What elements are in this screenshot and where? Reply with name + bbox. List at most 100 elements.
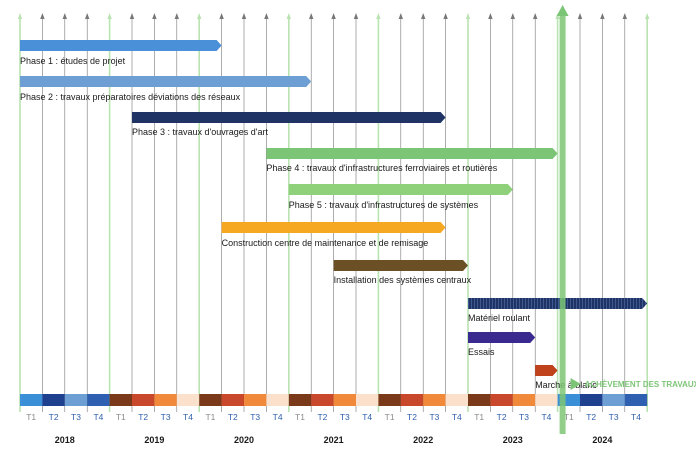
task-label: Matériel roulant	[468, 313, 531, 323]
quarter-label: T4	[183, 412, 193, 422]
quarter-label: T2	[49, 412, 59, 422]
task-label: Phase 3 : travaux d'ouvrages d'art	[132, 127, 269, 137]
quarter-label: T1	[474, 412, 484, 422]
quarter-label: T1	[205, 412, 215, 422]
quarter-segment	[311, 394, 334, 406]
quarter-label: T2	[586, 412, 596, 422]
quarter-label: T4	[452, 412, 462, 422]
milestone-triangle-icon	[570, 378, 581, 390]
task-label: Phase 1 : études de projet	[20, 56, 126, 66]
milestone: ACHÈVEMENT DES TRAVAUX	[556, 5, 696, 434]
quarter-label: T1	[564, 412, 574, 422]
quarter-segment	[333, 394, 356, 406]
grid-arrowhead	[40, 13, 45, 19]
grid-arrowhead	[264, 13, 269, 19]
task-label: Phase 5 : travaux d'infrastructures de s…	[289, 200, 479, 210]
task-bars: Phase 1 : études de projet Phase 2 : trav…	[20, 40, 648, 390]
grid-arrowhead	[219, 13, 224, 19]
task-bar	[132, 112, 446, 123]
quarter-segment	[490, 394, 513, 406]
quarter-label: T3	[519, 412, 529, 422]
grid-arrowhead	[331, 13, 336, 19]
quarter-label: T4	[362, 412, 372, 422]
quarter-segment	[468, 394, 491, 406]
grid-arrowhead	[443, 13, 448, 19]
task-bar	[20, 76, 312, 87]
quarter-segment	[445, 394, 468, 406]
quarter-segment	[154, 394, 177, 406]
quarter-label: T3	[161, 412, 171, 422]
task-label: Construction centre de maintenance et de…	[222, 238, 429, 248]
grid-arrowhead	[488, 13, 493, 19]
grid-arrowhead	[376, 13, 381, 19]
quarter-segment	[244, 394, 267, 406]
task-label: Phase 2 : travaux préparatoires déviatio…	[20, 92, 241, 102]
grid-arrowhead	[465, 13, 471, 19]
task-bar	[20, 40, 222, 51]
task-bar	[468, 332, 536, 343]
quarter-label: T1	[385, 412, 395, 422]
quarter-label: T1	[295, 412, 305, 422]
year-label: 2020	[234, 435, 254, 445]
milestone-label: ACHÈVEMENT DES TRAVAUX	[585, 380, 696, 389]
grid-arrowhead	[107, 13, 112, 19]
quarter-label: T3	[340, 412, 350, 422]
quarter-segment	[64, 394, 88, 406]
quarter-segment	[20, 394, 43, 406]
quarter-segment	[132, 394, 155, 406]
quarter-segment	[535, 394, 558, 406]
quarter-segment	[512, 394, 536, 406]
grid-arrowhead	[533, 13, 538, 19]
grid-arrowhead	[197, 13, 202, 19]
grid-arrowhead	[309, 13, 314, 19]
time-axis: T1 T2 T3 T4 2018 T1 T2 T3 T4 2019 T1 T2 T3 T4 2020 T1 T2…	[20, 394, 648, 445]
quarter-label: T4	[631, 412, 641, 422]
grid-lines	[17, 13, 650, 412]
task-bar	[266, 148, 558, 159]
grid-arrowhead	[286, 13, 291, 19]
year-label: 2024	[592, 435, 612, 445]
grid-arrowhead	[85, 13, 90, 19]
quarter-segment	[356, 394, 379, 406]
quarter-label: T2	[407, 412, 417, 422]
quarter-segment	[199, 394, 222, 406]
grid-arrowhead	[129, 13, 135, 19]
quarter-label: T3	[609, 412, 619, 422]
quarter-label: T3	[71, 412, 81, 422]
grid-arrowhead	[17, 13, 23, 19]
grid-arrowhead	[622, 13, 627, 19]
task-label: Marche à blanc	[535, 380, 597, 390]
quarter-label: T1	[26, 412, 36, 422]
quarter-segment	[176, 394, 200, 406]
year-label: 2022	[413, 435, 433, 445]
quarter-segment	[288, 394, 312, 406]
quarter-segment	[221, 394, 244, 406]
quarter-label: T3	[429, 412, 439, 422]
grid-arrowhead	[398, 13, 403, 19]
quarter-label: T4	[541, 412, 551, 422]
grid-arrowhead	[600, 13, 605, 19]
task-bar	[333, 260, 468, 271]
year-label: 2021	[324, 435, 344, 445]
quarter-label: T4	[273, 412, 283, 422]
quarter-segment	[400, 394, 424, 406]
quarter-label: T2	[317, 412, 327, 422]
grid-arrowhead	[645, 13, 650, 19]
grid-arrowhead	[421, 13, 426, 19]
task-label: Essais	[468, 347, 495, 357]
quarter-segment	[624, 394, 648, 406]
quarter-segment	[42, 394, 65, 406]
grid-arrowhead	[510, 13, 515, 19]
grid-arrowhead	[353, 13, 359, 19]
grid-arrowhead	[174, 13, 179, 19]
quarter-label: T2	[497, 412, 507, 422]
grid-arrowhead	[62, 13, 67, 19]
quarter-segment	[378, 394, 401, 406]
quarter-label: T1	[116, 412, 126, 422]
year-label: 2018	[55, 435, 75, 445]
quarter-segment	[423, 394, 446, 406]
year-label: 2023	[503, 435, 523, 445]
task-bar	[535, 365, 558, 376]
quarter-label: T3	[250, 412, 260, 422]
